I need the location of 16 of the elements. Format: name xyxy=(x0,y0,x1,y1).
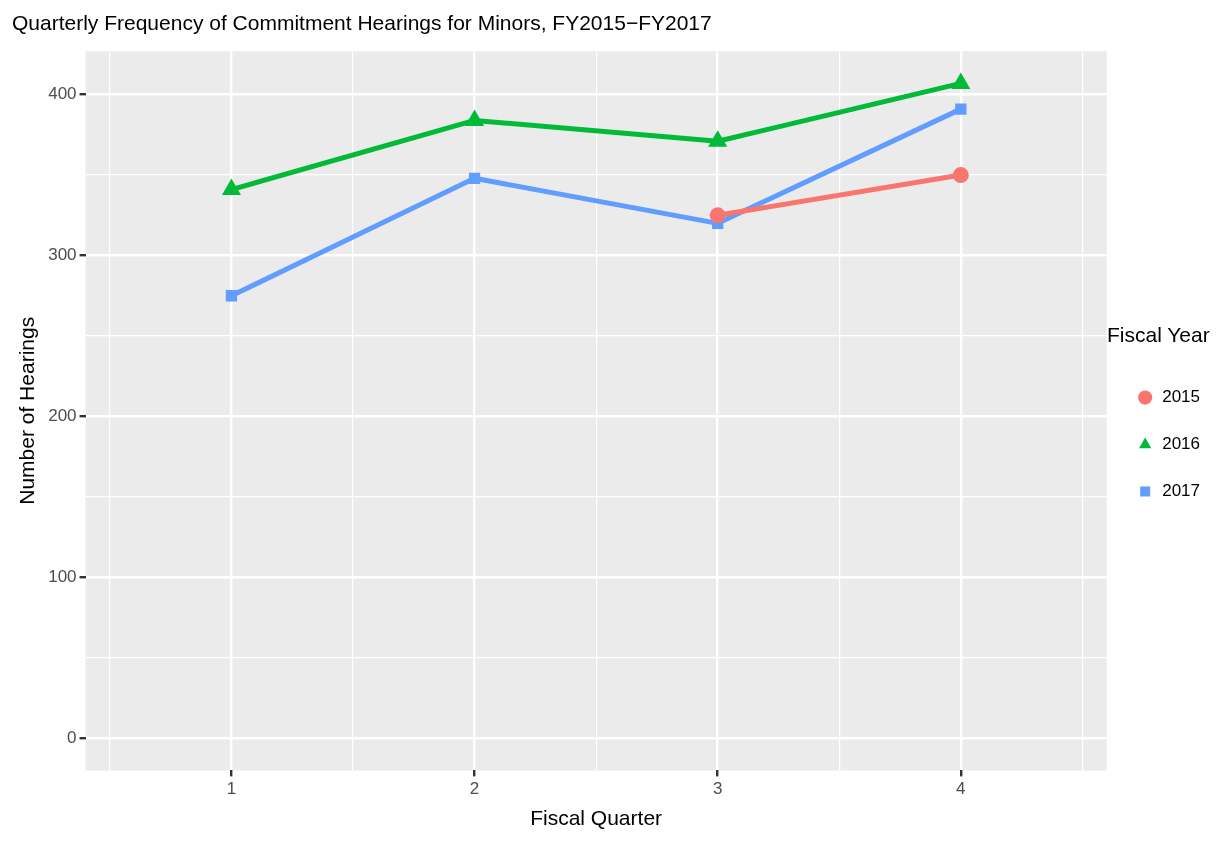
y-tick-label: 200 xyxy=(48,406,77,426)
x-tick-label: 3 xyxy=(712,779,723,799)
x-tick-label: 4 xyxy=(956,779,966,799)
y-tick-label: 0 xyxy=(67,727,77,747)
legend-label: 2016 xyxy=(1162,434,1201,454)
legend-label: 2017 xyxy=(1162,481,1201,501)
legend-label: 2015 xyxy=(1162,387,1201,407)
x-tick-label: 1 xyxy=(226,779,237,799)
y-tick-label: 100 xyxy=(48,567,77,587)
legend-title: Fiscal Year xyxy=(1106,323,1210,347)
y-tick-label: 400 xyxy=(48,84,77,104)
chart-title: Quarterly Frequency of Commitment Hearings for Minors, FY2015−FY2017 xyxy=(12,11,712,35)
y-tick-label: 300 xyxy=(48,245,77,265)
x-tick-label: 2 xyxy=(469,779,480,799)
x-axis-title: Fiscal Quarter xyxy=(530,806,663,830)
y-axis-title: Number of Hearings xyxy=(15,316,39,505)
